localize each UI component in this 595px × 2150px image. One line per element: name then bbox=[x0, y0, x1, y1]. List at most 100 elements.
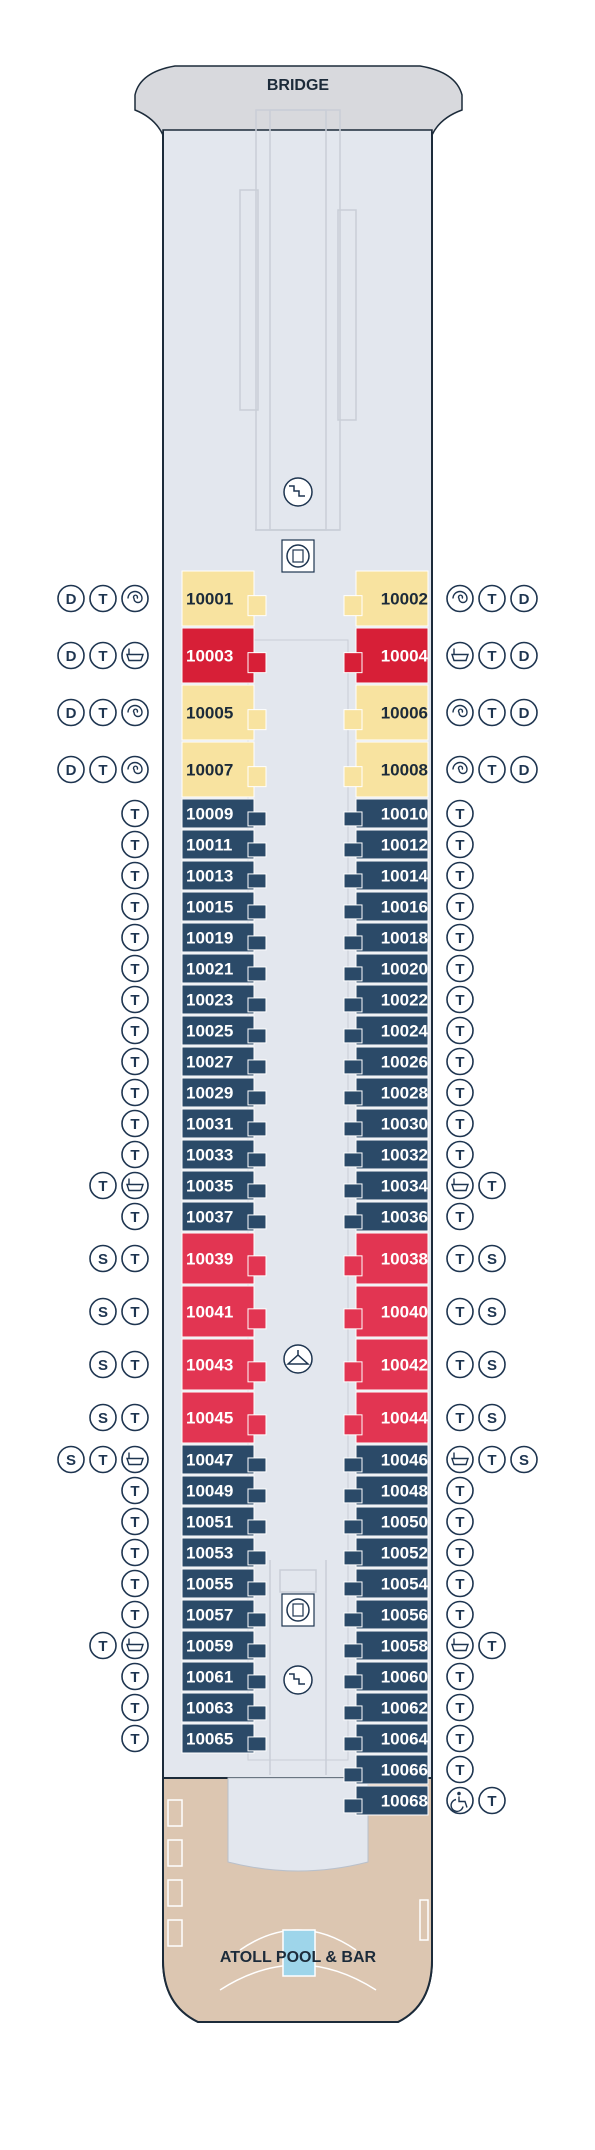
cabin-number: 10001 bbox=[186, 590, 233, 609]
cabin-number: 10011 bbox=[186, 836, 232, 855]
feature-code: T bbox=[455, 992, 464, 1009]
spa-icon bbox=[121, 755, 149, 784]
cabin-10054[interactable] bbox=[355, 1568, 429, 1599]
t-code-icon: T bbox=[446, 1693, 474, 1722]
s-code-icon: S bbox=[478, 1244, 506, 1273]
cabin-number: 10014 bbox=[381, 867, 429, 886]
cabin-10029[interactable] bbox=[181, 1077, 255, 1108]
bathtub-icon bbox=[446, 641, 474, 670]
cabin-10057[interactable] bbox=[181, 1599, 255, 1630]
cabin-balcony bbox=[343, 1612, 363, 1628]
cabin-number: 10064 bbox=[381, 1730, 429, 1749]
feature-code: T bbox=[130, 1054, 139, 1071]
cabin-10068[interactable] bbox=[355, 1785, 429, 1816]
cabin-number: 10057 bbox=[186, 1606, 233, 1625]
cabin-balcony bbox=[343, 1214, 363, 1230]
cabin-10048[interactable] bbox=[355, 1475, 429, 1506]
cabin-10033[interactable] bbox=[181, 1139, 255, 1170]
cabin-10053[interactable] bbox=[181, 1537, 255, 1568]
cabin-10006[interactable] bbox=[355, 684, 429, 741]
cabin-10025[interactable] bbox=[181, 1015, 255, 1046]
t-code-icon: T bbox=[478, 755, 506, 784]
cabin-10009[interactable] bbox=[181, 798, 255, 829]
cabin-10024[interactable] bbox=[355, 1015, 429, 1046]
feature-code: T bbox=[487, 762, 496, 779]
cabin-10046[interactable] bbox=[355, 1444, 429, 1475]
feature-code: T bbox=[130, 961, 139, 978]
cabin-10062[interactable] bbox=[355, 1692, 429, 1723]
cabin-10056[interactable] bbox=[355, 1599, 429, 1630]
cabin-10040[interactable] bbox=[355, 1285, 429, 1338]
cabin-10012[interactable] bbox=[355, 829, 429, 860]
cabin-balcony bbox=[247, 1550, 267, 1566]
feature-code: T bbox=[130, 1731, 139, 1748]
cabin-10049[interactable] bbox=[181, 1475, 255, 1506]
cabin-10039[interactable] bbox=[181, 1232, 255, 1285]
cabin-balcony bbox=[247, 842, 267, 858]
cabin-balcony bbox=[343, 1488, 363, 1504]
cabin-10055[interactable] bbox=[181, 1568, 255, 1599]
cabin-10020[interactable] bbox=[355, 953, 429, 984]
cabin-number: 10046 bbox=[381, 1451, 428, 1470]
cabin-10031[interactable] bbox=[181, 1108, 255, 1139]
t-code-icon: T bbox=[121, 1600, 149, 1629]
cabin-10013[interactable] bbox=[181, 860, 255, 891]
cabin-10018[interactable] bbox=[355, 922, 429, 953]
cabin-10037[interactable] bbox=[181, 1201, 255, 1232]
cabin-balcony bbox=[343, 1121, 363, 1137]
cabin-10045[interactable] bbox=[181, 1391, 255, 1444]
feature-code: T bbox=[455, 1731, 464, 1748]
feature-code: T bbox=[130, 1410, 139, 1427]
cabin-10063[interactable] bbox=[181, 1692, 255, 1723]
cabin-10052[interactable] bbox=[355, 1537, 429, 1568]
cabin-10005[interactable] bbox=[181, 684, 255, 741]
cabin-balcony bbox=[343, 1183, 363, 1199]
feature-code: T bbox=[455, 1209, 464, 1226]
cabin-10032[interactable] bbox=[355, 1139, 429, 1170]
cabin-10014[interactable] bbox=[355, 860, 429, 891]
feature-code: D bbox=[66, 705, 77, 722]
feature-code: D bbox=[519, 648, 530, 665]
cabin-10008[interactable] bbox=[355, 741, 429, 798]
cabin-10003[interactable] bbox=[181, 627, 255, 684]
cabin-10019[interactable] bbox=[181, 922, 255, 953]
cabin-10060[interactable] bbox=[355, 1661, 429, 1692]
cabin-10064[interactable] bbox=[355, 1723, 429, 1754]
cabin-10030[interactable] bbox=[355, 1108, 429, 1139]
cabin-balcony bbox=[247, 1519, 267, 1535]
cabin-10026[interactable] bbox=[355, 1046, 429, 1077]
t-code-icon: T bbox=[446, 1476, 474, 1505]
cabin-10043[interactable] bbox=[181, 1338, 255, 1391]
cabin-10061[interactable] bbox=[181, 1661, 255, 1692]
t-code-icon: T bbox=[89, 584, 117, 613]
cabin-10022[interactable] bbox=[355, 984, 429, 1015]
cabin-10065[interactable] bbox=[181, 1723, 255, 1754]
cabin-10028[interactable] bbox=[355, 1077, 429, 1108]
bathtub-icon bbox=[446, 1445, 474, 1474]
cabin-10066[interactable] bbox=[355, 1754, 429, 1785]
cabin-10041[interactable] bbox=[181, 1285, 255, 1338]
cabin-10001[interactable] bbox=[181, 570, 255, 627]
cabin-10015[interactable] bbox=[181, 891, 255, 922]
pool-label: ATOLL POOL & BAR bbox=[220, 1949, 377, 1966]
cabin-balcony bbox=[247, 966, 267, 982]
cabin-10004[interactable] bbox=[355, 627, 429, 684]
cabin-10044[interactable] bbox=[355, 1391, 429, 1444]
cabin-10027[interactable] bbox=[181, 1046, 255, 1077]
cabin-10042[interactable] bbox=[355, 1338, 429, 1391]
cabin-10050[interactable] bbox=[355, 1506, 429, 1537]
cabin-number: 10019 bbox=[186, 929, 233, 948]
cabin-10035[interactable] bbox=[181, 1170, 255, 1201]
cabin-10034[interactable] bbox=[355, 1170, 429, 1201]
t-code-icon: T bbox=[446, 892, 474, 921]
cabin-10038[interactable] bbox=[355, 1232, 429, 1285]
cabin-10016[interactable] bbox=[355, 891, 429, 922]
cabin-10023[interactable] bbox=[181, 984, 255, 1015]
cabin-10021[interactable] bbox=[181, 953, 255, 984]
cabin-number: 10026 bbox=[381, 1053, 428, 1072]
t-code-icon: T bbox=[121, 1569, 149, 1598]
feature-code: T bbox=[130, 837, 139, 854]
cabin-10036[interactable] bbox=[355, 1201, 429, 1232]
cabin-balcony bbox=[343, 873, 363, 889]
